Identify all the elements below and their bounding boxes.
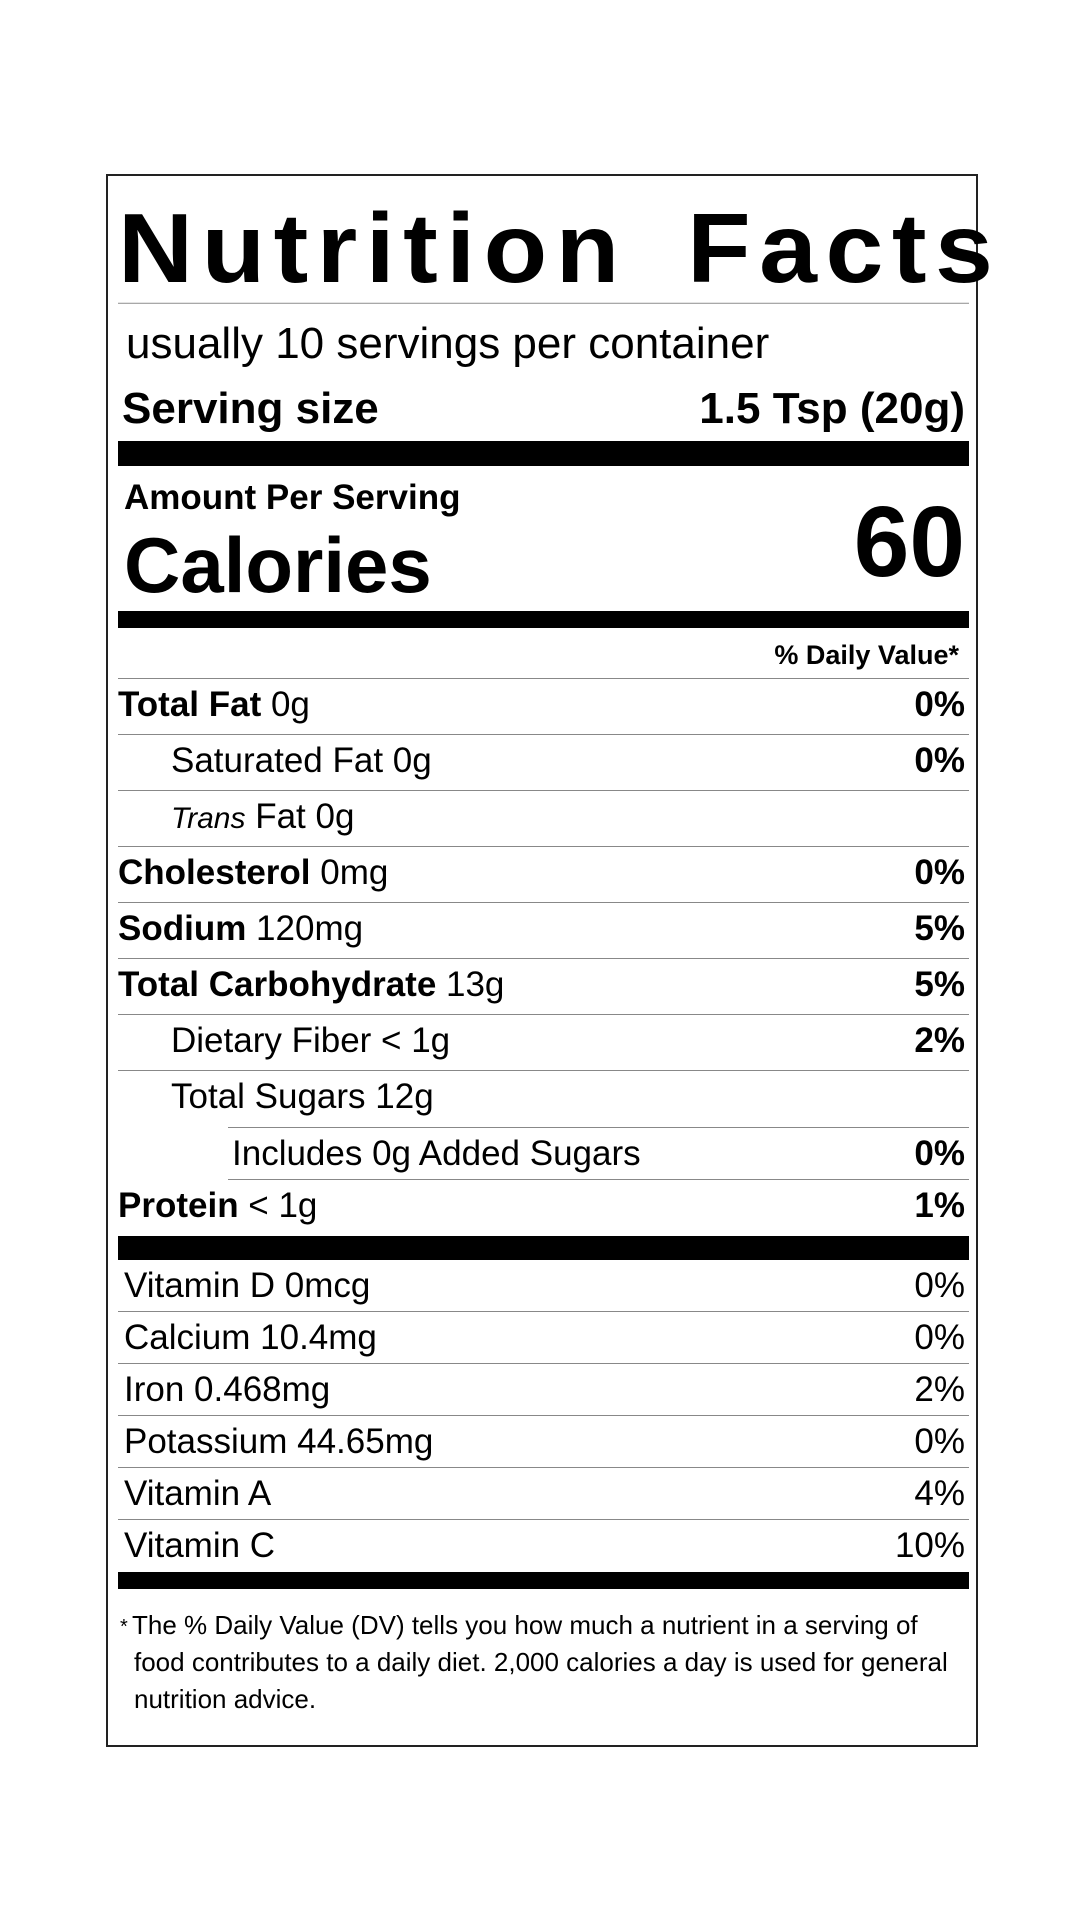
footnote: * The % Daily Value (DV) tells you how m… xyxy=(118,1589,969,1718)
nutrient-name: Protein xyxy=(118,1186,239,1225)
nutrient-name: Dietary Fiber < 1g xyxy=(171,1021,451,1060)
nutrient-dv: 0% xyxy=(914,685,965,724)
vitamin-dv: 2% xyxy=(914,1370,965,1409)
thick-divider xyxy=(118,1236,969,1260)
nutrient-row-saturated-fat: Saturated Fat 0g 0% xyxy=(118,735,969,791)
nutrient-dv: 5% xyxy=(914,965,965,1004)
nutrient-name: Sodium xyxy=(118,909,247,948)
nutrient-amount: 120mg xyxy=(246,909,364,948)
calories-value: 60 xyxy=(853,486,965,598)
daily-value-header: % Daily Value* xyxy=(118,628,969,679)
vitamin-name: Vitamin D 0mcg xyxy=(124,1266,371,1305)
calories-row: Calories 60 xyxy=(118,492,969,611)
vitamin-name: Vitamin C xyxy=(124,1526,276,1565)
nutrient-dv: 5% xyxy=(914,909,965,948)
vitamin-name: Iron 0.468mg xyxy=(124,1370,331,1409)
vitamin-dv: 10% xyxy=(894,1526,965,1565)
nutrient-dv: 1% xyxy=(914,1186,965,1225)
vitamin-dv: 4% xyxy=(914,1474,965,1513)
nutrient-name: Cholesterol xyxy=(118,853,311,892)
nutrient-name: Includes 0g Added Sugars xyxy=(232,1134,641,1173)
nutrient-name: Trans xyxy=(171,802,246,835)
nutrient-dv: 0% xyxy=(914,741,965,780)
nutrient-amount: Fat 0g xyxy=(245,797,355,836)
nutrient-row-total-carbohydrate: Total Carbohydrate 13g 5% xyxy=(118,959,969,1015)
vitamin-name: Calcium 10.4mg xyxy=(124,1318,377,1357)
label-title: Nutrition Facts xyxy=(118,179,993,304)
vitamin-row: Potassium 44.65mg 0% xyxy=(118,1416,969,1468)
nutrient-amount: 13g xyxy=(436,965,505,1004)
nutrient-dv: 0% xyxy=(914,1134,965,1173)
serving-size-label: Serving size xyxy=(122,384,379,433)
servings-per-container: usually 10 servings per container xyxy=(126,319,770,368)
vitamin-name: Vitamin A xyxy=(124,1474,272,1513)
nutrient-name: Total Fat xyxy=(118,685,262,724)
footnote-text: The % Daily Value (DV) tells you how muc… xyxy=(132,1610,948,1714)
vitamin-row: Vitamin D 0mcg 0% xyxy=(118,1260,969,1312)
thick-divider xyxy=(118,1572,969,1589)
vitamin-row: Vitamin A 4% xyxy=(118,1468,969,1520)
nutrient-row-total-sugars: Total Sugars 12g xyxy=(118,1071,969,1127)
nutrient-row-total-fat: Total Fat 0g 0% xyxy=(118,679,969,735)
nutrient-amount: 0g xyxy=(261,685,310,724)
nutrient-name: Total Carbohydrate xyxy=(118,965,437,1004)
vitamin-dv: 0% xyxy=(914,1422,965,1461)
vitamin-dv: 0% xyxy=(914,1266,965,1305)
nutrient-row-sodium: Sodium 120mg 5% xyxy=(118,903,969,959)
nutrient-dv: 2% xyxy=(914,1021,965,1060)
serving-size-row: Serving size 1.5 Tsp (20g) xyxy=(118,377,969,441)
vitamin-name: Potassium 44.65mg xyxy=(124,1422,434,1461)
nutrient-row-trans-fat: Trans Fat 0g xyxy=(118,791,969,847)
vitamin-row: Iron 0.468mg 2% xyxy=(118,1364,969,1416)
nutrient-amount: 0mg xyxy=(310,853,389,892)
nutrient-dv: 0% xyxy=(914,853,965,892)
nutrition-facts-label: Nutrition Facts usually 10 servings per … xyxy=(106,174,993,1747)
vitamin-row: Vitamin C 10% xyxy=(118,1520,969,1572)
vitamin-row: Calcium 10.4mg 0% xyxy=(118,1312,969,1364)
amount-per-serving: Amount Per Serving xyxy=(124,478,461,517)
nutrient-row-cholesterol: Cholesterol 0mg 0% xyxy=(118,847,969,903)
serving-size-value: 1.5 Tsp (20g) xyxy=(699,384,965,433)
thick-divider xyxy=(118,611,969,628)
nutrient-name: Saturated Fat 0g xyxy=(171,741,432,780)
nutrient-row-dietary-fiber: Dietary Fiber < 1g 2% xyxy=(118,1015,969,1071)
nutrient-row-added-sugars: Includes 0g Added Sugars 0% xyxy=(228,1127,969,1180)
footnote-star: * xyxy=(120,1616,128,1638)
vitamin-dv: 0% xyxy=(914,1318,965,1357)
nutrient-amount: < 1g xyxy=(238,1186,318,1225)
nutrient-name: Total Sugars 12g xyxy=(171,1077,434,1116)
thick-divider xyxy=(118,441,969,466)
nutrient-row-protein: Protein < 1g 1% xyxy=(118,1180,969,1236)
calories-label: Calories xyxy=(124,521,432,609)
